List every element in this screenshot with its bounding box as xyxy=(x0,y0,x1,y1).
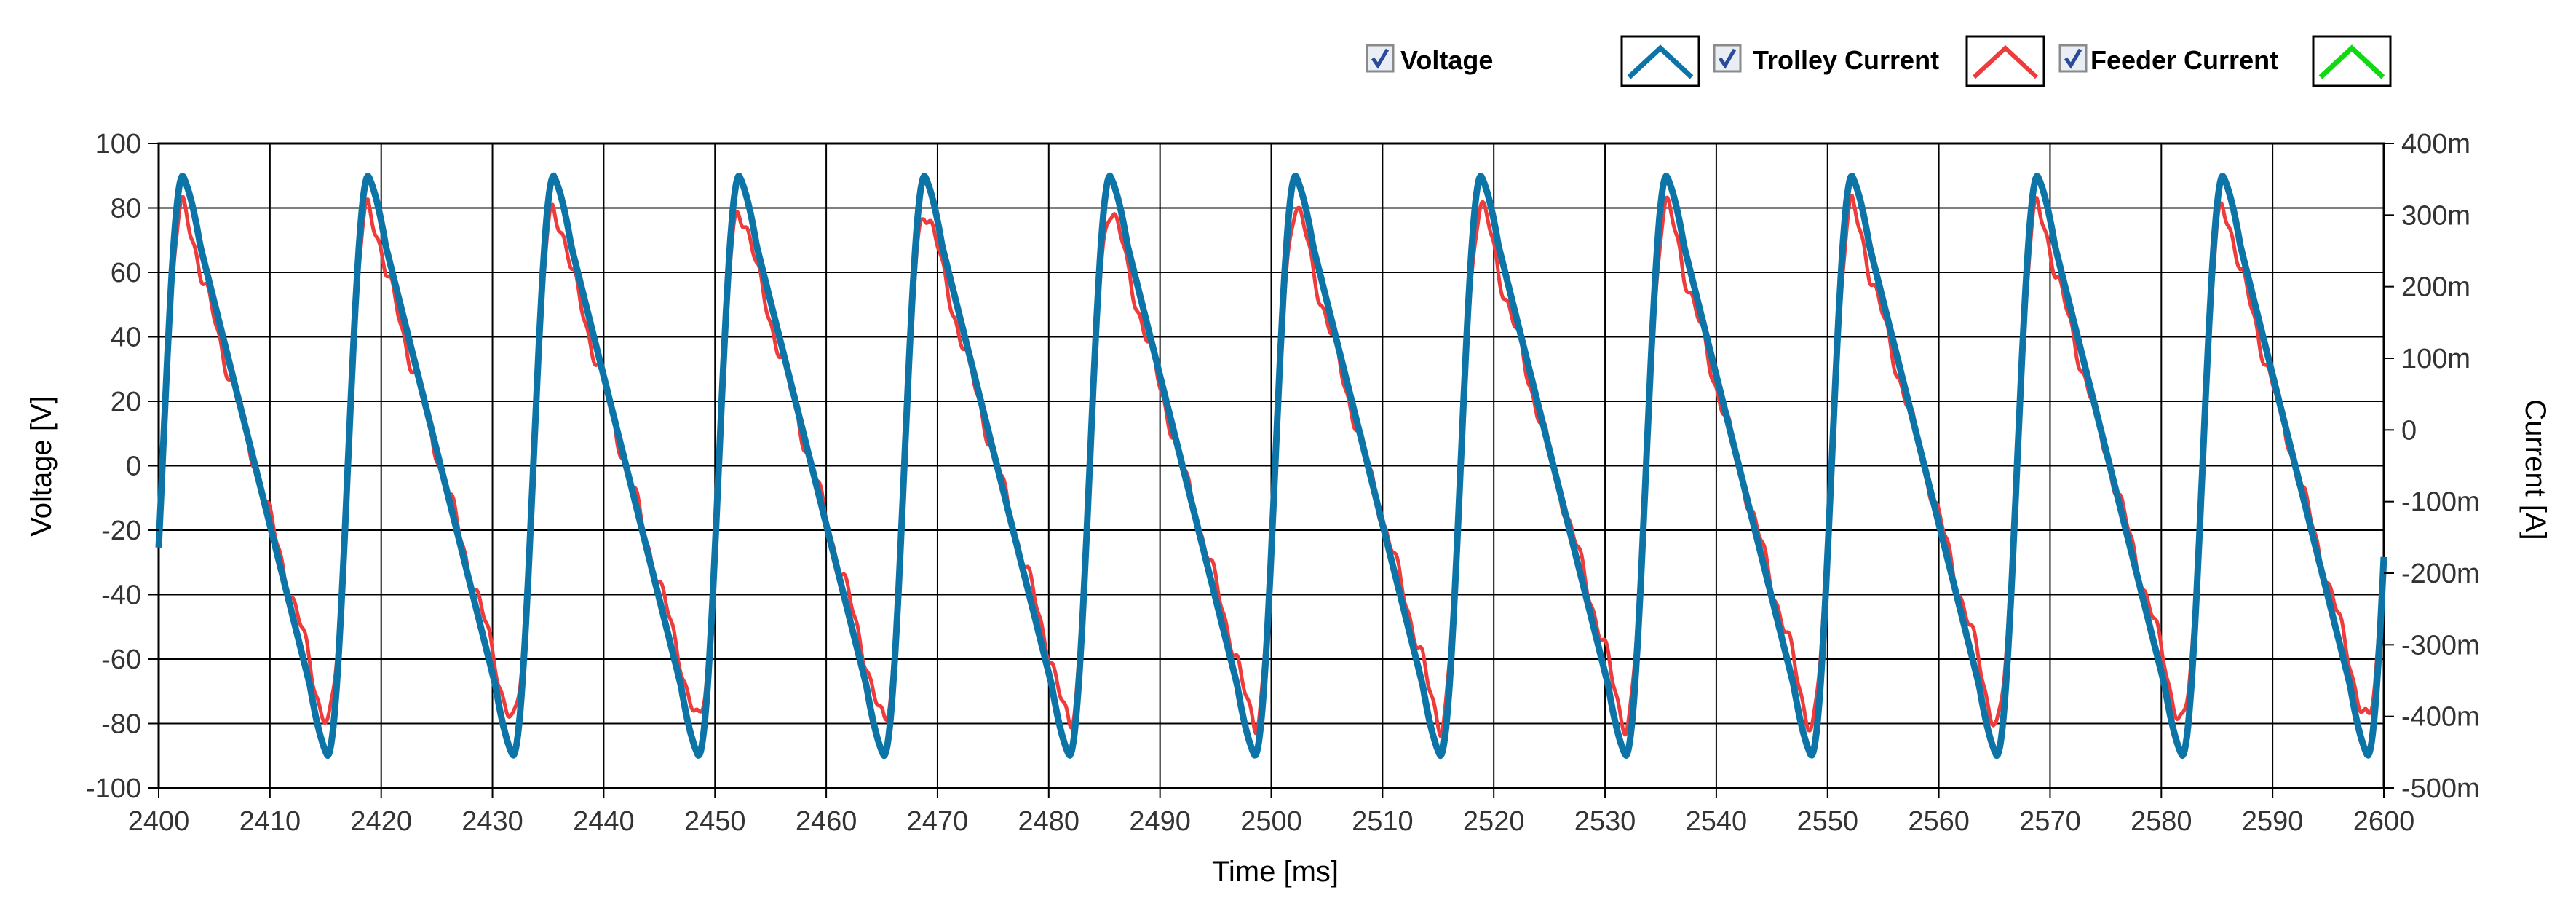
x-axis-label: Time [ms] xyxy=(1212,856,1339,888)
voltage-check-icon xyxy=(1371,48,1390,69)
trolley-swatch-line xyxy=(1972,44,2039,79)
y-tick-label: 60 xyxy=(111,258,141,288)
x-tick-label: 2410 xyxy=(239,806,301,837)
x-tick-label: 2450 xyxy=(684,806,746,837)
y2-axis-ticks: 400m 300m 200m 100m 0 -100m -200m -300m -400m -50… xyxy=(2384,129,2480,804)
y-tick-label: 80 xyxy=(111,194,141,224)
y-tick-label: 100 xyxy=(95,129,141,159)
y2-tick-label: 0 xyxy=(2401,415,2417,446)
x-tick-label: 2520 xyxy=(1463,806,1525,837)
legend-voltage-label: Voltage xyxy=(1400,45,1493,75)
series-layer xyxy=(155,172,2387,760)
y2-tick-label: -100m xyxy=(2401,487,2480,518)
voltage-swatch-box[interactable] xyxy=(1620,35,1700,87)
y-tick-label: -80 xyxy=(101,709,141,740)
feeder-check-icon xyxy=(2064,48,2082,69)
x-tick-label: 2570 xyxy=(2019,806,2081,837)
x-tick-label: 2540 xyxy=(1686,806,1748,837)
x-tick-label: 2580 xyxy=(2131,806,2192,837)
feeder-swatch-line xyxy=(2318,44,2385,79)
y2-tick-label: -200m xyxy=(2401,559,2480,589)
x-tick-label: 2550 xyxy=(1796,806,1858,837)
y2-tick-label: 200m xyxy=(2401,272,2470,303)
y2-tick-label: -300m xyxy=(2401,630,2480,661)
x-tick-label: 2430 xyxy=(461,806,523,837)
legend-trolley-swatch[interactable] xyxy=(1965,35,2045,87)
legend-trolley-label: Trolley Current xyxy=(1753,45,1939,75)
y-axis-label: Voltage [V] xyxy=(25,395,58,536)
trolley-check-icon xyxy=(1718,48,1737,69)
y2-tick-label: 400m xyxy=(2401,129,2470,159)
feeder-swatch-box[interactable] xyxy=(2312,35,2392,87)
x-tick-label: 2560 xyxy=(1908,806,1970,837)
voltage-swatch-line xyxy=(1627,44,1694,79)
y-tick-label: -100 xyxy=(86,773,141,804)
y-tick-label: -20 xyxy=(101,516,141,546)
legend: Voltage Trolley Current Feeder Current xyxy=(1366,35,2392,87)
x-tick-label: 2460 xyxy=(796,806,857,837)
x-tick-label: 2500 xyxy=(1240,806,1302,837)
x-tick-label: 2440 xyxy=(573,806,635,837)
x-tick-label: 2400 xyxy=(128,806,190,837)
x-axis-ticks: 2400 2410 2420 2430 2440 2450 2460 2470 2480 2490… xyxy=(128,788,2415,837)
x-tick-label: 2420 xyxy=(350,806,412,837)
y2-axis-label: Current [A] xyxy=(2519,399,2551,540)
x-tick-label: 2480 xyxy=(1018,806,1080,837)
trolley-checkbox[interactable] xyxy=(1713,44,1742,73)
legend-feeder-swatch[interactable] xyxy=(2312,35,2392,87)
voltage-checkbox[interactable] xyxy=(1366,44,1395,73)
y2-tick-label: 100m xyxy=(2401,344,2470,374)
y2-tick-label: 300m xyxy=(2401,200,2470,231)
feeder-checkbox[interactable] xyxy=(2058,44,2088,73)
y-tick-label: 40 xyxy=(111,323,141,353)
x-tick-label: 2490 xyxy=(1129,806,1191,837)
x-tick-label: 2530 xyxy=(1574,806,1636,837)
y-tick-label: 0 xyxy=(126,452,141,482)
legend-feeder-label: Feeder Current xyxy=(2090,45,2278,75)
legend-feeder[interactable]: Feeder Current xyxy=(2058,44,2278,75)
y2-tick-label: -400m xyxy=(2401,702,2480,733)
y-tick-label: 20 xyxy=(111,387,141,417)
series-voltage-line xyxy=(155,172,2387,760)
legend-trolley[interactable]: Trolley Current xyxy=(1713,44,1939,75)
y-tick-label: -40 xyxy=(101,580,141,611)
legend-voltage-swatch[interactable] xyxy=(1620,35,1700,87)
y-axis-ticks: 100 80 60 40 20 0 -20 -40 -60 -80 -100 xyxy=(86,129,159,804)
grid xyxy=(157,142,2385,789)
trolley-swatch-box[interactable] xyxy=(1965,35,2045,87)
x-tick-label: 2470 xyxy=(907,806,969,837)
x-tick-label: 2590 xyxy=(2242,806,2304,837)
y-tick-label: -60 xyxy=(101,645,141,675)
legend-voltage[interactable]: Voltage xyxy=(1366,44,1493,75)
x-tick-label: 2510 xyxy=(1352,806,1414,837)
y2-tick-label: -500m xyxy=(2401,773,2480,804)
x-tick-label: 2600 xyxy=(2353,806,2415,837)
